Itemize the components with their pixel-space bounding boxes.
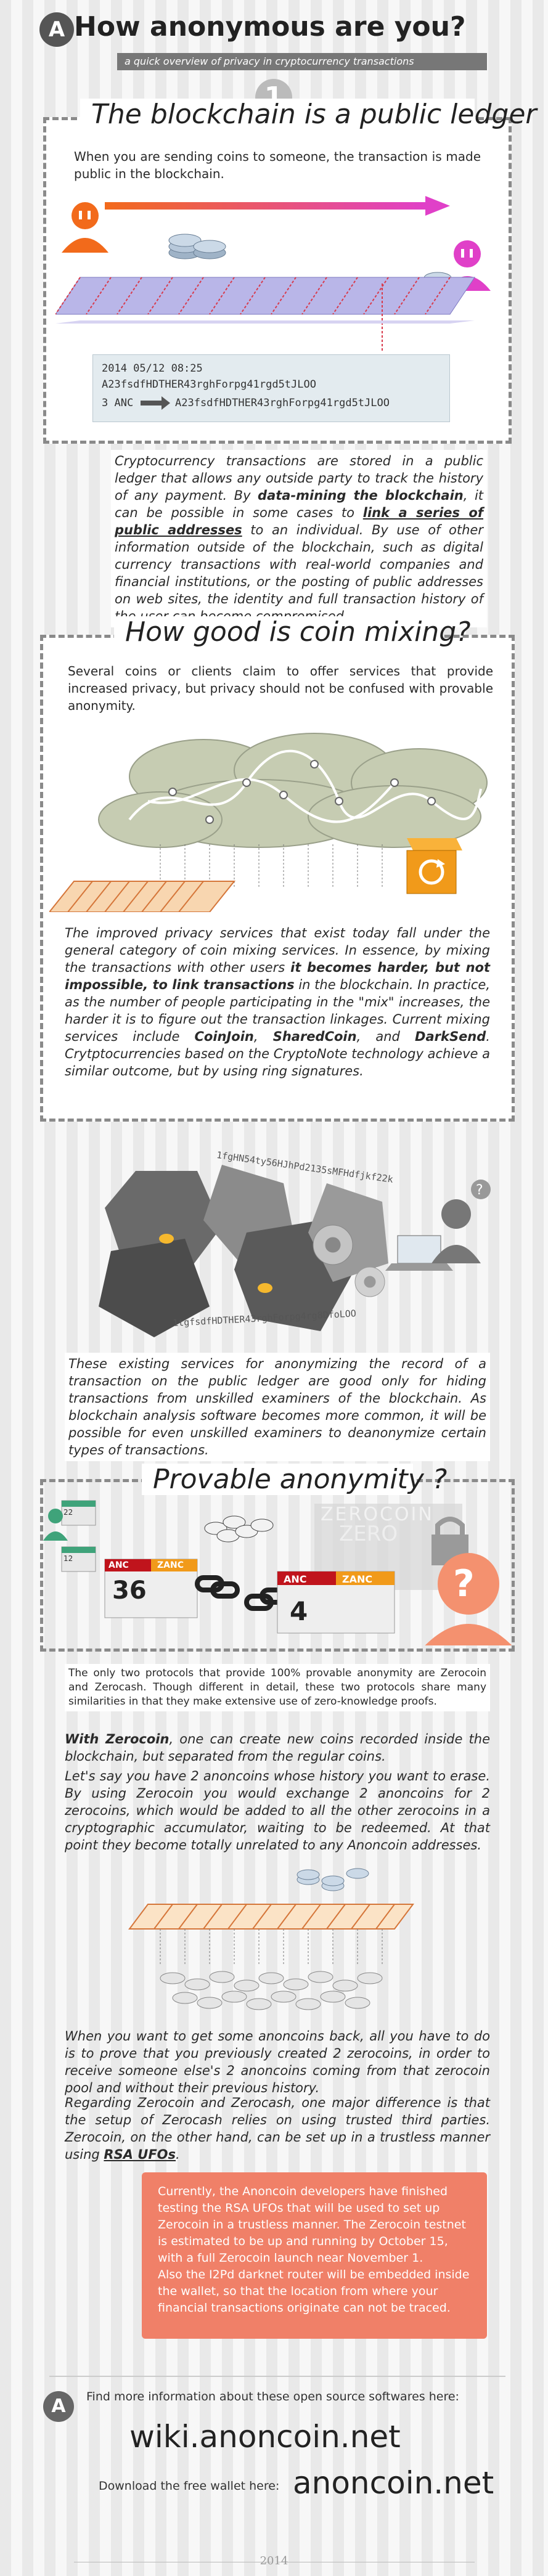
transaction-amount: 3 ANC <box>102 397 134 409</box>
transfer-arrowhead <box>425 196 450 216</box>
emphasis-text: SharedCoin <box>272 1029 357 1044</box>
zerocoin-zerocash-comparison: Regarding Zerocoin and Zerocash, one maj… <box>65 2095 490 2162</box>
section-anonymity-title: Provable anonymity ? <box>142 1464 447 1495</box>
transaction-record-card <box>92 354 450 422</box>
wiki-link[interactable]: wiki.anoncoin.net <box>129 2419 401 2455</box>
transaction-date: 2014 05/12 08:25 <box>102 362 203 375</box>
ledger-intro: When you are sending coins to someone, t… <box>74 149 481 181</box>
chain-link-icon <box>195 1575 240 1599</box>
mixing-intro: Several coins or clients claim to offer … <box>68 664 493 713</box>
anc-card-right <box>277 1571 395 1634</box>
gear-icon <box>313 1225 353 1265</box>
svg-text:?: ? <box>476 1183 483 1198</box>
emphasis-text: it becomes harder, but not impossible, t… <box>65 960 490 992</box>
coin-icon <box>258 1283 272 1293</box>
mini-card-number: 12 <box>63 1554 73 1563</box>
anc-card-left <box>104 1559 198 1618</box>
arrowhead-right-icon <box>162 396 170 410</box>
status-update-box: Currently, the Anoncoin developers have … <box>142 2172 487 2339</box>
ledger-explanation: Cryptocurrency transactions are stored i… <box>111 450 487 627</box>
footer-divider <box>49 2376 505 2377</box>
coin-mixing-illustration <box>49 733 488 912</box>
coin-stack-icon <box>168 234 226 259</box>
zerocoin-accumulator-illustration <box>128 1868 414 2010</box>
page-title: How anonymous are you? <box>74 11 466 43</box>
status-update-text: Currently, the Anoncoin developers have … <box>158 2185 466 2265</box>
transaction-hash-destination: A23fsdfHDTHER43rghForpg41rgd5tJLOO <box>175 397 390 409</box>
card-zanc-label-right: ZANC <box>342 1573 373 1585</box>
download-label: Download the free wallet here: <box>99 2479 280 2493</box>
svg-text:ZERO: ZERO <box>339 1522 398 1546</box>
unknown-person-icon <box>425 1553 512 1645</box>
status-update-text-i2p: Also the I2Pd darknet router will be emb… <box>158 2268 470 2315</box>
zerocoin-pool <box>160 1971 383 2010</box>
emphasis-text: DarkSend <box>415 1029 486 1044</box>
mixing-analysis-illustration: ? <box>99 1165 491 1337</box>
coin-pile-icon <box>204 1515 274 1543</box>
transfer-arrow <box>105 202 425 210</box>
mixer-box-icon <box>406 838 462 894</box>
laptop-icon <box>385 1235 453 1271</box>
blockchain-strip <box>55 277 475 315</box>
blockchain-illustration <box>55 196 491 351</box>
mixing-cloud <box>98 733 488 848</box>
zerocoin-illustration: ZERO <box>43 1500 512 1645</box>
arrow-right-icon <box>141 401 163 406</box>
sender-person-icon <box>62 202 108 253</box>
emphasis-text: With Zerocoin <box>65 1732 170 1747</box>
mixing-limitations: These existing services for anonymizing … <box>65 1353 490 1461</box>
copyright-year: 2014 <box>260 2554 288 2567</box>
card-right-number: 4 <box>290 1596 308 1626</box>
observer-person-icon <box>431 1199 481 1263</box>
more-info-text: Find more information about these open s… <box>86 2390 459 2403</box>
card-anc-label: ANC <box>108 1560 129 1570</box>
card-anc-label-right: ANC <box>284 1573 307 1585</box>
mini-card-number: 22 <box>63 1508 73 1517</box>
site-link[interactable]: anoncoin.net <box>293 2465 494 2501</box>
zerocoin-example: Let's say you have 2 anoncoins whose his… <box>65 1769 490 1853</box>
mini-card-icon <box>61 1546 96 1572</box>
section-mixing-title: How good is coin mixing? <box>114 616 471 648</box>
emphasis-text: data-mining the blockchain <box>258 488 464 503</box>
section-ledger-title: The blockchain is a public ledger <box>80 99 536 130</box>
person-icon <box>43 1509 68 1541</box>
transaction-strip <box>128 1904 414 1930</box>
zerocoin-redeem: When you want to get some anoncoins back… <box>65 2029 490 2095</box>
card-left-number: 36 <box>112 1576 147 1605</box>
question-mark-icon: ? <box>453 1562 475 1605</box>
anoncoin-logo: A <box>39 12 74 47</box>
question-person-icon: ? <box>471 1180 491 1199</box>
mixing-explanation: The improved privacy services that exist… <box>65 926 490 1078</box>
emphasis-text: CoinJoin <box>194 1029 254 1044</box>
card-zanc-label: ZANC <box>157 1560 184 1570</box>
page-subtitle: a quick overview of privacy in cryptocur… <box>117 53 487 70</box>
coin-icon <box>159 1234 174 1244</box>
emphasis-text: link a series of public addresses <box>115 505 483 537</box>
emphasis-text: RSA UFOs <box>104 2147 176 2162</box>
coin-stack-icon <box>296 1868 369 1891</box>
transaction-hash: A23fsdfHDTHER43rghForpg41rgd5tJLOO <box>102 378 316 391</box>
zerocoin-watermark: ZEROCOIN <box>321 1504 434 1525</box>
zerocoin-description: With Zerocoin, one can create new coins … <box>65 1732 490 1764</box>
transaction-strip <box>49 881 236 912</box>
gear-icon <box>354 1266 385 1297</box>
anonymity-intro: The only two protocols that provide 100%… <box>65 1664 490 1711</box>
anoncoin-footer-logo: A <box>43 2391 74 2422</box>
